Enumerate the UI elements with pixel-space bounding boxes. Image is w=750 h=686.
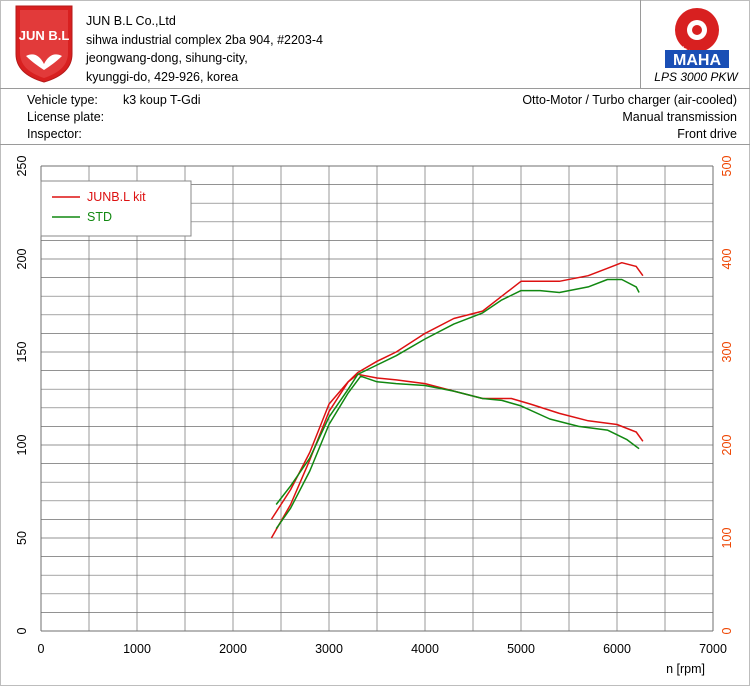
y-left-tick-label: 0	[15, 627, 29, 634]
y-left-tick-label: 100	[15, 435, 29, 456]
y-left-tick-label: 250	[15, 156, 29, 177]
company-address-line-2: jeongwang-dong, sihung-city,	[86, 51, 248, 65]
jun-bl-logo: JUN B.L	[15, 5, 73, 83]
legend-label: JUNB.L kit	[87, 190, 146, 204]
x-tick-label: 0	[38, 642, 45, 656]
y-right-tick-label: 400	[720, 249, 734, 270]
y-left-tick-label: 200	[15, 249, 29, 270]
y-left-tick-label: 150	[15, 342, 29, 363]
x-axis-label: n [rpm]	[666, 662, 705, 676]
x-tick-label: 2000	[219, 642, 247, 656]
inspector-label: Inspector:	[27, 127, 82, 141]
vehicle-type-label: Vehicle type:	[27, 93, 98, 107]
maha-logo: Maschinenbau Haldenwang MAHA	[665, 6, 729, 69]
x-tick-label: 1000	[123, 642, 151, 656]
y-right-tick-label: 100	[720, 528, 734, 549]
company-address-line-1: sihwa industrial complex 2ba 904, #2203-…	[86, 32, 323, 47]
x-tick-label: 6000	[603, 642, 631, 656]
legend-label: STD	[87, 210, 112, 224]
series-line-junbl-torque	[270, 373, 644, 539]
series-line-std-torque	[275, 375, 640, 530]
company-name: JUN B.L Co.,Ltd	[86, 14, 176, 28]
license-plate-label: License plate:	[27, 110, 105, 124]
x-tick-label: 3000	[315, 642, 343, 656]
series-line-junbl-power	[270, 261, 644, 520]
legend-box	[40, 180, 192, 237]
maha-model: LPS 3000 PKW	[654, 70, 738, 84]
y-right-tick-label: 500	[720, 156, 734, 177]
x-tick-label: 4000	[411, 642, 439, 656]
y-right-tick-label: 300	[720, 342, 734, 363]
engine-type: Otto-Motor / Turbo charger (air-cooled)	[522, 93, 737, 107]
y-right-tick-label: 0	[720, 627, 734, 634]
jun-bl-logo-text: JUN B.L	[19, 28, 70, 43]
x-tick-label: 5000	[507, 642, 535, 656]
company-address-line-3: kyunggi-do, 429-926, korea	[86, 69, 239, 84]
y-right-tick-label: 200	[720, 435, 734, 456]
vehicle-type-value: k3 koup T-Gdi	[123, 93, 201, 107]
maha-box: Maschinenbau Haldenwang MAHA LPS 3000 PK…	[640, 0, 750, 88]
series-line-std-power	[275, 278, 640, 505]
maha-logo-text: MAHA	[673, 52, 721, 69]
x-tick-label: 7000	[699, 642, 727, 656]
y-left-tick-label: 50	[15, 531, 29, 545]
report-header: JUN B.L JUN B.L Co.,Ltd sihwa industrial…	[0, 0, 750, 89]
transmission-type: Manual transmission	[622, 110, 737, 124]
company-block: JUN B.L Co.,Ltd sihwa industrial complex…	[86, 12, 323, 86]
vehicle-info: Vehicle type: k3 koup T-Gdi License plat…	[0, 88, 750, 145]
drive-type: Front drive	[677, 127, 737, 141]
